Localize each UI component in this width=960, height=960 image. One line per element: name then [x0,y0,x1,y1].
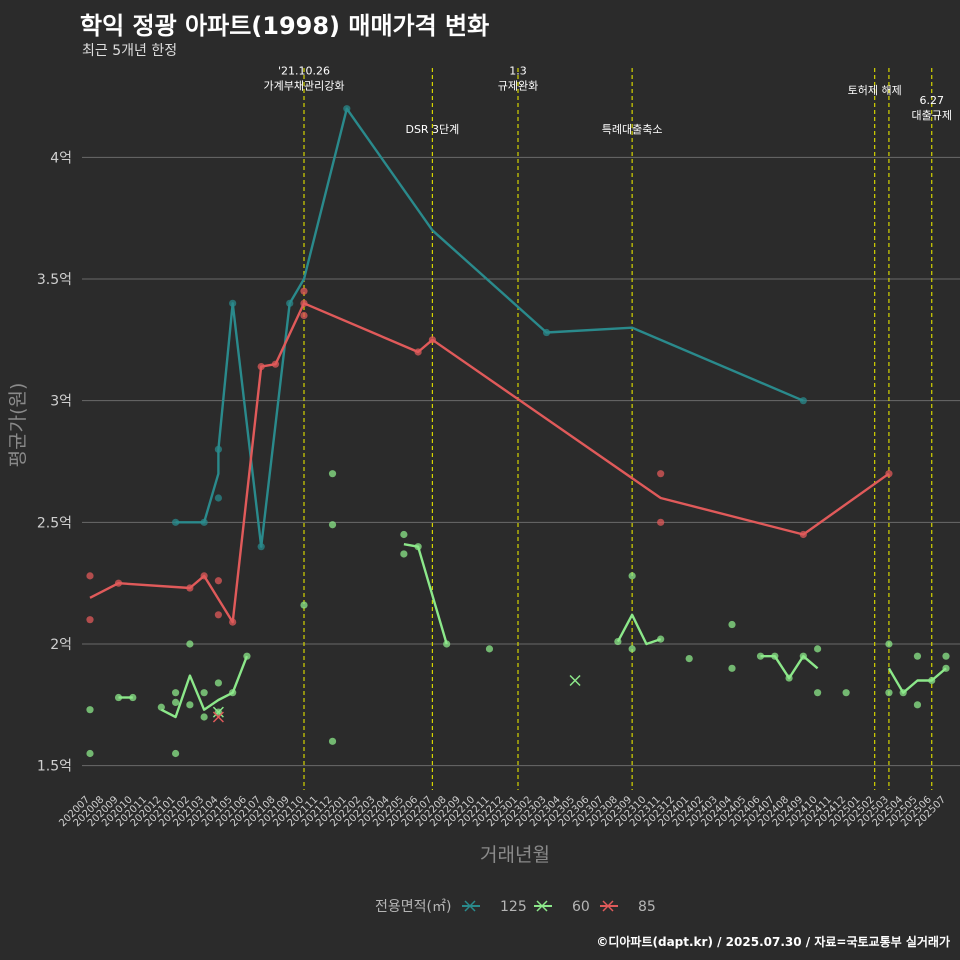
y-tick-label: 3.5억 [37,272,72,288]
policy-annotation: 특례대출축소 [602,123,663,136]
data-point-60 [842,689,850,697]
series-line-60 [760,655,819,680]
series-line-60 [160,655,249,719]
data-point-60 [628,645,636,653]
y-tick-label: 2억 [50,637,72,653]
y-tick-label: 2.5억 [37,515,72,531]
data-point-60 [200,689,208,697]
data-point-60 [186,640,194,648]
data-point-60 [157,703,165,711]
data-point-85 [300,287,308,295]
data-point-60 [728,664,736,672]
legend-item-60: 60 [534,899,590,915]
chart-subtitle: 최근 5개년 한정 [82,43,178,59]
legend-cross [536,900,548,912]
data-point-85 [86,616,94,624]
data-point-60 [172,749,180,758]
policy-annotation: 대출규제 [911,109,951,122]
policy-annotation: 가계부채관리강화 [264,80,345,93]
data-point-60 [172,689,180,697]
source-credit: ©디아파트(dapt.kr) / 2025.07.30 / 자료=국토교통부 실… [596,935,950,949]
data-point-60 [814,689,822,697]
policy-annotation: 6.27 [919,94,944,107]
legend-label-125: 125 [500,899,527,915]
data-point-60 [400,530,408,539]
policy-annotation: '21.10.26 [278,65,330,78]
data-point-60 [913,652,922,660]
data-point-60 [172,698,180,707]
legend-cross [602,900,614,912]
y-tick-label: 3억 [50,394,72,410]
legend-title: 전용면적(㎡) [375,899,451,915]
legend-label-85: 85 [638,899,656,915]
data-point-85 [300,311,308,320]
data-point-85 [214,611,222,619]
x-mark-stroke [212,706,224,718]
data-point-60 [913,701,922,709]
y-tick-label: 1.5억 [37,759,72,775]
data-point-60 [885,640,893,648]
data-point-60 [200,713,208,721]
x-mark-stroke [569,674,581,687]
legend-item-85: 85 [600,899,656,915]
data-point-85 [657,470,665,478]
data-point-125 [214,494,222,502]
data-point-60 [186,701,194,709]
data-point-60 [628,572,636,580]
cross-mark-60 [212,706,224,718]
policy-annotation: 규제완화 [498,80,538,93]
data-point-60 [814,645,822,653]
data-point-60 [300,601,308,609]
data-point-60 [400,550,408,558]
data-point-60 [942,652,950,660]
series-line-60 [403,543,448,645]
data-point-60 [328,737,337,745]
data-point-60 [328,470,337,478]
policy-annotation: 토허제 해제 [848,83,902,97]
cross-mark-60 [569,674,581,687]
data-point-60 [214,679,222,687]
data-point-60 [728,620,736,629]
cross-mark-85 [212,711,224,723]
data-point-60 [328,521,337,529]
y-tick-label: 4억 [50,150,72,166]
data-point-85 [657,518,665,526]
data-point-60 [86,706,94,714]
data-point-85 [214,577,222,585]
data-point-60 [885,689,893,697]
policy-annotation: DSR 3단계 [405,123,459,136]
data-point-60 [86,749,94,758]
y-axis-title: 평균가(원) [7,383,29,468]
data-point-60 [485,645,494,653]
data-point-60 [685,655,693,663]
series-line-125 [175,107,804,548]
series-line-85 [89,302,890,624]
legend-cross [464,900,476,912]
chart-title: 학익 정광 아파트(1998) 매매가격 변화 [80,12,490,40]
series-line-60 [887,667,947,694]
x-axis-title: 거래년월 [480,844,550,866]
legend-label-60: 60 [572,899,590,915]
series-line-60 [616,613,662,646]
legend-item-125: 125 [462,899,527,915]
policy-annotation: 1.3 [509,65,527,78]
x-mark-stroke [212,711,224,723]
data-point-85 [86,572,94,580]
